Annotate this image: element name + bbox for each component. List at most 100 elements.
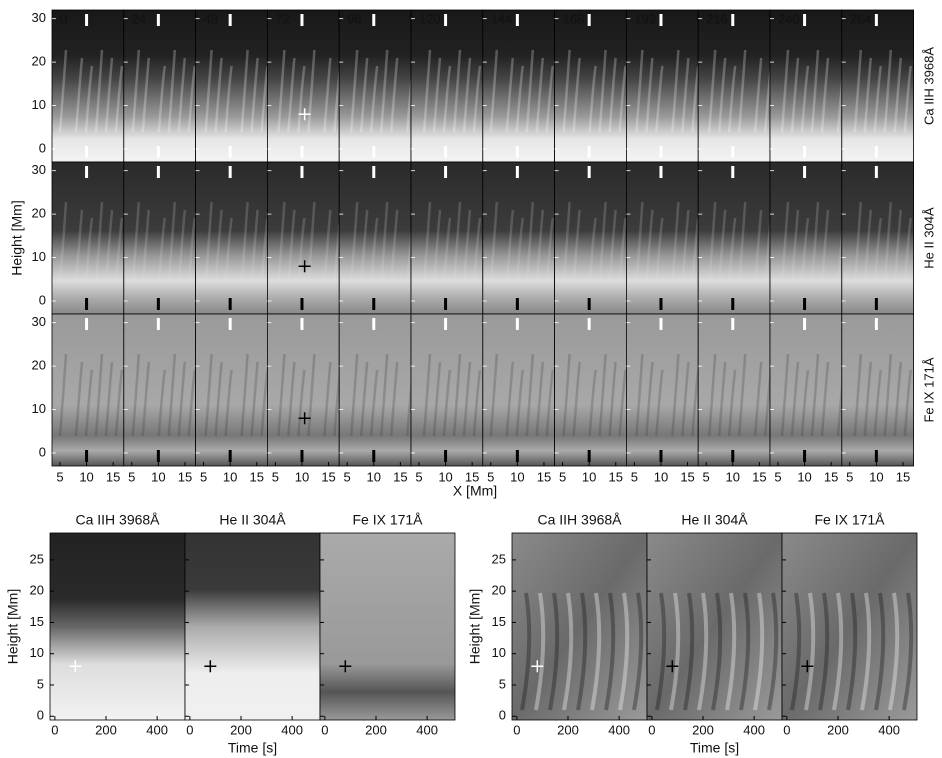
- texture-streak: [204, 49, 213, 133]
- y-tick-label: 10: [30, 645, 44, 660]
- position-marker: [731, 318, 735, 330]
- image-panel: [123, 9, 197, 163]
- texture-streak: [572, 57, 581, 133]
- image-panel: [626, 9, 699, 163]
- texture-streak: [562, 49, 571, 133]
- texture-streak: [224, 369, 233, 437]
- texture-streak: [655, 592, 667, 711]
- position-marker: [156, 14, 160, 26]
- position-marker: [85, 298, 89, 310]
- texture-streak: [853, 49, 863, 133]
- y-axis-label: Height [Mm]: [5, 589, 21, 664]
- texture-streak: [632, 592, 644, 711]
- y-tick-label: 10: [492, 645, 506, 660]
- texture-streak: [888, 592, 900, 711]
- panel-title: He II 304Å: [219, 512, 286, 528]
- texture-streak: [359, 361, 369, 437]
- texture-streak: [669, 592, 681, 711]
- texture-streak: [432, 209, 442, 285]
- position-marker: [85, 318, 89, 330]
- x-tick-label: 15: [537, 469, 551, 484]
- texture-streak: [820, 57, 830, 133]
- x-tick-label: 10: [367, 469, 381, 484]
- image-panel: [195, 313, 268, 467]
- position-marker: [85, 450, 89, 462]
- y-tick-label: 0: [39, 292, 46, 307]
- x-tick-label: 10: [797, 469, 811, 484]
- image-panel: [338, 9, 412, 163]
- x-tick-label: 5: [846, 469, 853, 484]
- texture-streak: [635, 353, 644, 437]
- x-axis-label: Time [s]: [228, 740, 277, 756]
- texture-streak: [681, 57, 690, 133]
- texture-streak: [681, 209, 690, 285]
- x-tick-label: 0: [783, 722, 790, 737]
- texture-streak: [810, 353, 820, 437]
- texture-streak: [307, 201, 316, 285]
- time-label: 96: [347, 11, 361, 26]
- texture-streak: [204, 353, 213, 437]
- texture-streak: [707, 201, 717, 285]
- position-marker: [228, 146, 232, 158]
- row-label: Ca IIH 3968Å: [921, 47, 936, 125]
- x-tick-label: 400: [146, 722, 168, 737]
- x-tick-label: 15: [896, 469, 910, 484]
- texture-streak: [277, 49, 286, 133]
- y-tick-label: 20: [32, 54, 46, 69]
- image-panel: [49, 532, 186, 721]
- x-tick-label: 5: [774, 469, 781, 484]
- texture-streak: [545, 65, 555, 133]
- position-marker: [372, 298, 376, 310]
- y-tick-label: 20: [30, 583, 44, 598]
- x-tick-label: 15: [752, 469, 766, 484]
- texture-streak: [903, 369, 913, 437]
- position-marker: [587, 146, 591, 158]
- texture-streak: [505, 57, 515, 133]
- texture-streak: [562, 201, 571, 285]
- position-marker: [731, 14, 735, 26]
- image-panel: [338, 313, 412, 467]
- texture-streak: [114, 369, 124, 437]
- position-marker: [444, 14, 448, 26]
- image-panel: [338, 161, 412, 315]
- texture-streak: [224, 217, 233, 285]
- texture-streak: [535, 209, 545, 285]
- image-panel: [554, 313, 627, 467]
- x-tick-label: 15: [680, 469, 694, 484]
- image-panel: [554, 161, 627, 315]
- position-marker: [803, 14, 807, 26]
- position-marker: [444, 298, 448, 310]
- x-tick-label: 10: [79, 469, 93, 484]
- time-label: 216: [706, 11, 728, 26]
- texture-streak: [655, 217, 664, 285]
- texture-streak: [598, 201, 607, 285]
- texture-streak: [534, 592, 546, 711]
- x-tick-label: 10: [726, 469, 740, 484]
- texture-streak: [576, 592, 588, 711]
- image-panel: [195, 9, 268, 163]
- position-marker: [156, 318, 160, 330]
- position-marker: [372, 146, 376, 158]
- marker-cross: [801, 660, 814, 673]
- texture-streak: [737, 353, 747, 437]
- texture-streak: [645, 361, 654, 437]
- position-marker: [300, 298, 304, 310]
- texture-streak: [167, 353, 177, 437]
- texture-streak: [157, 65, 167, 133]
- texture-streak: [753, 209, 763, 285]
- texture-streak: [214, 209, 223, 285]
- marker-cross: [204, 660, 217, 673]
- texture-streak: [727, 65, 737, 133]
- texture-streak: [572, 361, 581, 437]
- time-label: 24: [132, 11, 146, 26]
- image-panel: [769, 313, 843, 467]
- texture-streak: [94, 201, 104, 285]
- texture-streak: [307, 49, 316, 133]
- x-tick-label: 10: [223, 469, 237, 484]
- texture-streak: [780, 201, 790, 285]
- texture-streak: [349, 353, 359, 437]
- texture-streak: [74, 209, 84, 285]
- texture-streak: [505, 209, 515, 285]
- image-panel: [697, 9, 771, 163]
